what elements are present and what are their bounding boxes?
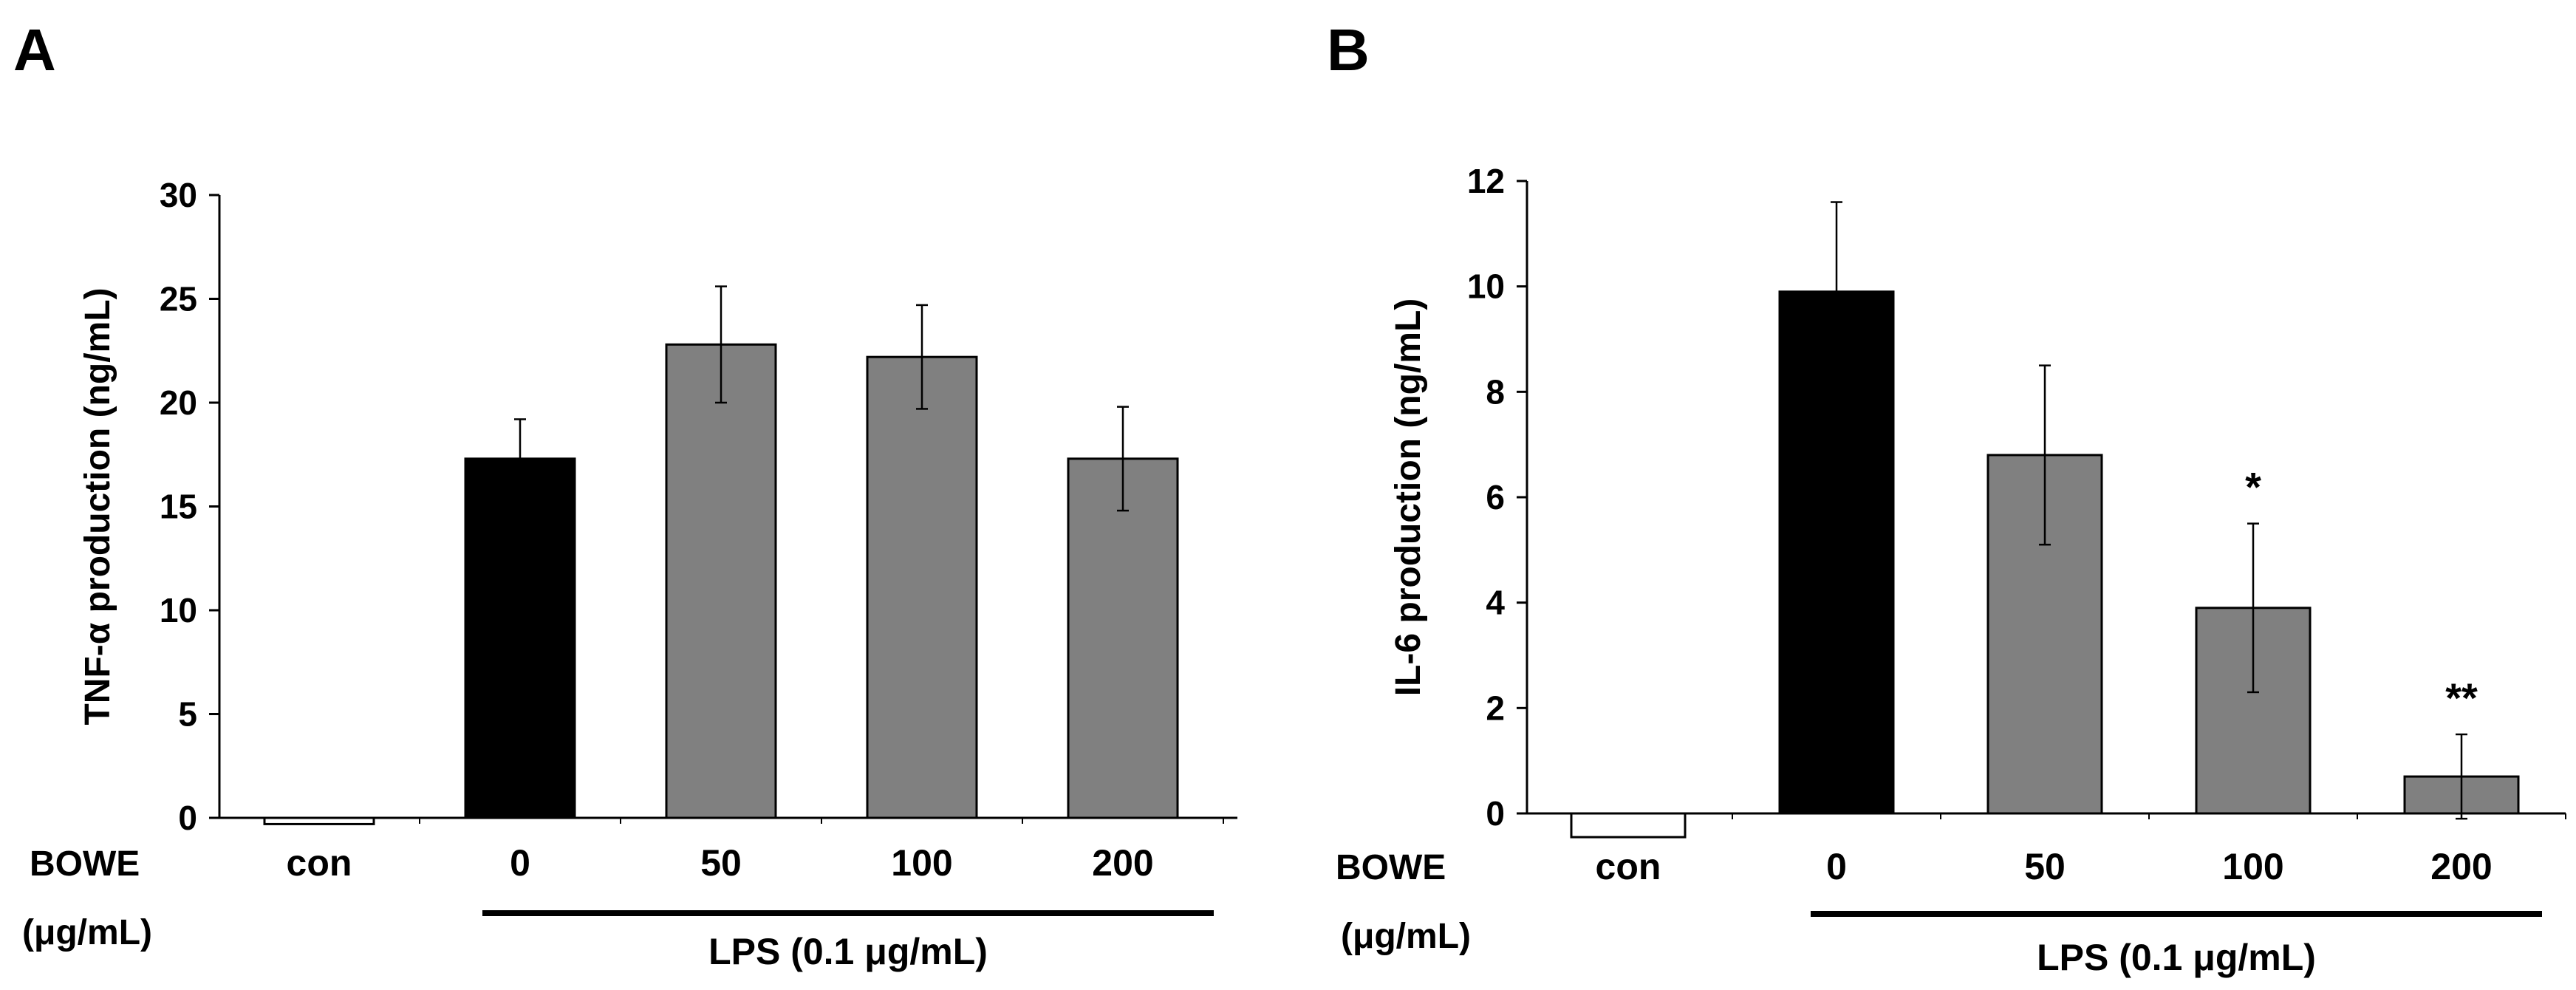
panel-b-category-label-50: 50 <box>2024 846 2066 887</box>
panel-b-category-label-con: con <box>1596 846 1661 887</box>
panel-a-label: A <box>13 17 56 83</box>
panel-a-y-tick-label: 20 <box>160 383 197 422</box>
panel-b-y-tick-label: 6 <box>1486 478 1505 516</box>
panel-a-category-label-0: 0 <box>510 842 530 884</box>
panel-a-category-label-con: con <box>287 842 352 884</box>
panel-a-bar-con <box>263 816 375 825</box>
panel-b-bar-con <box>1570 812 1687 839</box>
panel-a-y-axis-label: TNF-α production (ng/mL) <box>78 287 117 725</box>
panel-b-y-axis-label: IL-6 production (ng/mL) <box>1389 298 1428 697</box>
panel-b-significance-100: * <box>2245 464 2261 511</box>
panel-a-y-tick-label: 5 <box>178 695 197 734</box>
panel-b-y-tick-label: 12 <box>1467 162 1505 200</box>
panel-b-y-tick-label: 0 <box>1486 794 1505 833</box>
panel-a-category-label-100: 100 <box>891 842 952 884</box>
panel-b-treatment-unit: (μg/mL) <box>1341 917 1471 956</box>
panel-a-category-label-200: 200 <box>1092 842 1153 884</box>
panel-a-treatment-unit: (μg/mL) <box>22 913 152 952</box>
panel-a-bar-200 <box>1067 457 1179 819</box>
panel-a-y-tick-label: 30 <box>160 176 197 214</box>
panel-a-y-tick-label: 10 <box>160 591 197 629</box>
panel-a-y-tick-label: 15 <box>160 488 197 526</box>
panel-b-group-label: LPS (0.1 μg/mL) <box>2037 937 2316 978</box>
panel-a-y-tick-label: 25 <box>160 280 197 318</box>
panel-b-y-tick-label: 2 <box>1486 689 1505 727</box>
panel-b-significance-200: ** <box>2445 675 2478 721</box>
panel-a-category-label-50: 50 <box>700 842 742 884</box>
panel-b-category-label-100: 100 <box>2222 846 2283 887</box>
panel-a-bar-100 <box>866 355 978 819</box>
panel-b-label: B <box>1327 17 1370 83</box>
panel-a-bar-0 <box>464 457 576 819</box>
panel-a-y-tick-label: 0 <box>178 799 197 837</box>
panel-a-treatment-label: BOWE <box>30 844 140 884</box>
panel-b-y-tick-label: 10 <box>1467 267 1505 306</box>
panel-b-category-label-0: 0 <box>1826 846 1847 887</box>
panel-b-treatment-label: BOWE <box>1336 848 1446 887</box>
panel-a-bar-50 <box>665 343 777 819</box>
panel-b-category-label-200: 200 <box>2430 846 2492 887</box>
panel-b-y-tick-label: 4 <box>1486 584 1505 622</box>
panel-a-group-label: LPS (0.1 μg/mL) <box>708 931 988 972</box>
panel-b-y-tick-label: 8 <box>1486 372 1505 411</box>
